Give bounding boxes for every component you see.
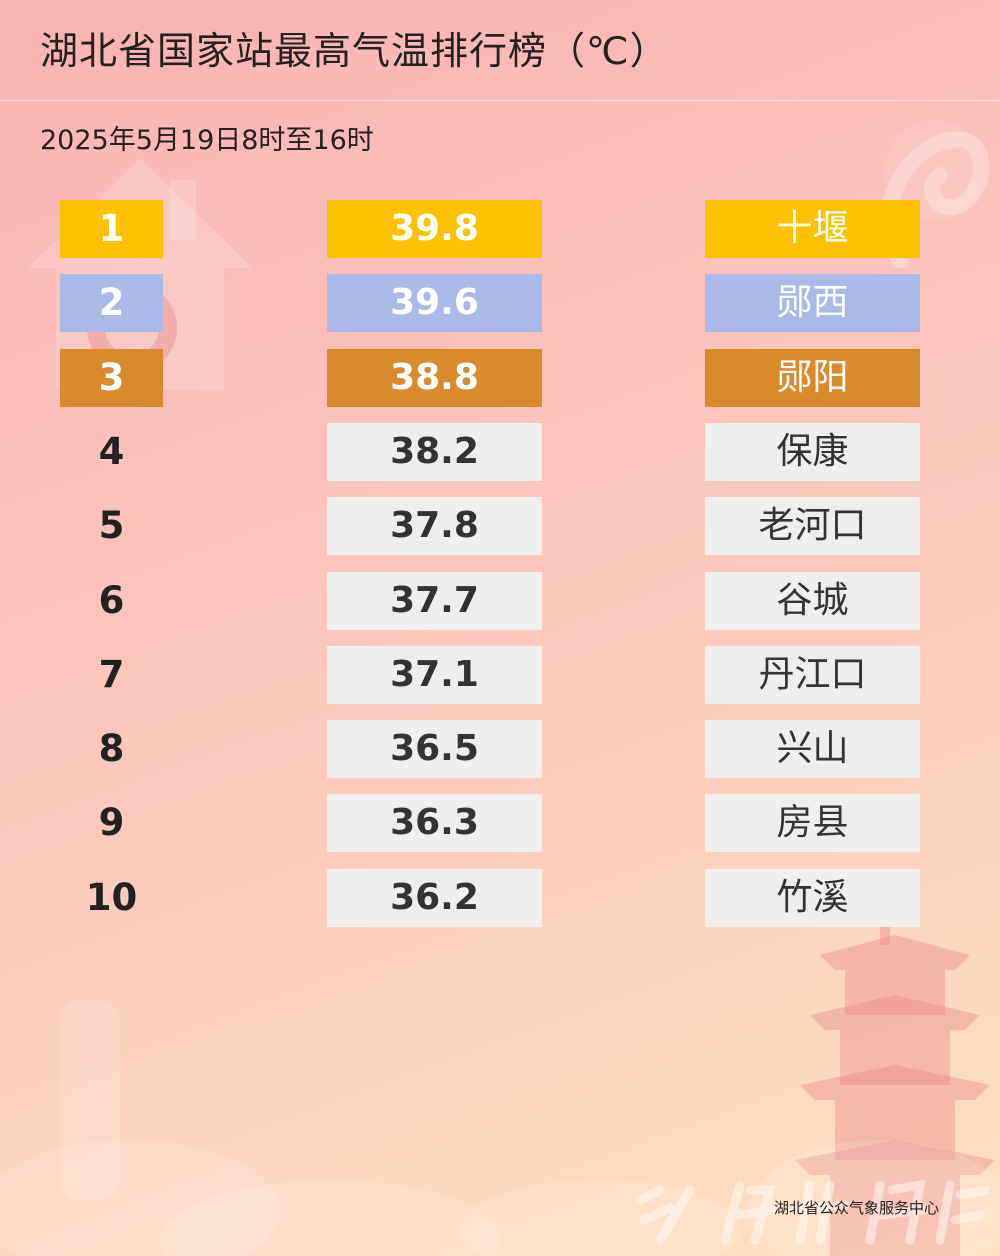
temperature-cell: 37.7 [327,571,542,630]
rank-cell: 5 [98,504,125,548]
station-cell: 竹溪 [705,868,920,927]
station-cell: 十堰 [705,200,920,258]
temperature-cell: 36.3 [327,794,542,853]
table-row: 7 37.1 丹江口 [0,645,1000,704]
station-cell: 老河口 [705,497,920,556]
temperature-cell: 37.1 [327,645,542,704]
rank-cell: 10 [85,875,138,919]
station-cell: 房县 [705,794,920,853]
table-row: 6 37.7 谷城 [0,571,1000,630]
temperature-cell: 39.8 [327,200,542,258]
temperature-cell: 36.2 [327,868,542,927]
rank-cell: 7 [98,652,125,696]
rank-cell: 2 [60,274,163,333]
credit-text: 湖北省公众气象服务中心 [774,1199,940,1217]
table-row: 8 36.5 兴山 [0,720,1000,779]
temperature-cell: 37.8 [327,497,542,556]
rank-cell: 3 [60,348,163,407]
table-row: 5 37.8 老河口 [0,497,1000,556]
table-row: 10 36.2 竹溪 [0,868,1000,927]
rank-cell: 9 [98,801,125,845]
temperature-cell: 36.5 [327,720,542,779]
table-row: 4 38.2 保康 [0,422,1000,481]
station-cell: 郧阳 [705,348,920,407]
table-row: 3 38.8 郧阳 [0,348,1000,407]
table-row: 1 39.8 十堰 [0,200,1000,258]
rank-cell: 1 [60,200,163,258]
station-cell: 保康 [705,422,920,481]
station-cell: 兴山 [705,720,920,779]
table-row: 2 39.6 郧西 [0,274,1000,333]
page-title: 湖北省国家站最高气温排行榜（℃） [40,29,669,73]
station-cell: 丹江口 [705,645,920,704]
temperature-cell: 39.6 [327,274,542,333]
temperature-cell: 38.8 [327,348,542,407]
station-cell: 郧西 [705,274,920,333]
title-divider [0,100,1000,101]
rank-cell: 8 [98,727,125,771]
station-cell: 谷城 [705,571,920,630]
table-row: 9 36.3 房县 [0,794,1000,853]
temperature-cell: 38.2 [327,422,542,481]
rank-cell: 6 [98,578,125,622]
rank-cell: 4 [98,429,125,473]
date-range: 2025年5月19日8时至16时 [40,125,374,156]
